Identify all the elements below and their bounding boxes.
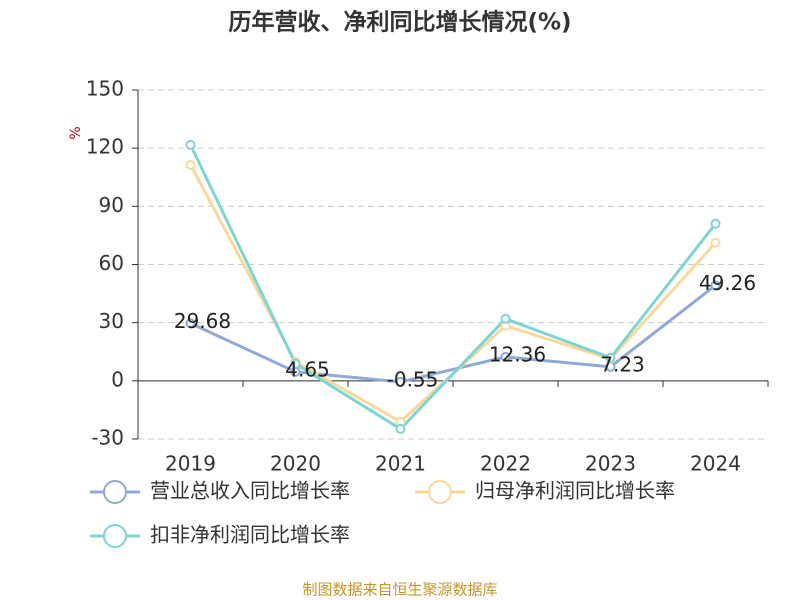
x-tick-label: 2021 bbox=[375, 452, 426, 476]
x-tick-label: 2019 bbox=[165, 452, 216, 476]
y-tick-label: 60 bbox=[99, 251, 124, 275]
data-point bbox=[185, 318, 196, 329]
legend-marker bbox=[103, 480, 127, 504]
legend-label: 归母净利润同比增长率 bbox=[475, 479, 675, 503]
y-tick-label: -30 bbox=[91, 426, 124, 450]
data-point bbox=[605, 352, 616, 363]
data-label: 4.65 bbox=[285, 357, 330, 381]
data-label: -0.55 bbox=[387, 367, 439, 391]
x-tick-label: 2023 bbox=[585, 452, 636, 476]
y-tick-label: 0 bbox=[111, 367, 124, 391]
x-tick-label: 2024 bbox=[690, 452, 741, 476]
data-point bbox=[710, 237, 721, 248]
legend-label: 营业总收入同比增长率 bbox=[150, 479, 350, 503]
legend-marker bbox=[428, 480, 452, 504]
data-point bbox=[290, 358, 301, 369]
y-tick-label: 150 bbox=[86, 77, 124, 101]
y-axis-label: % bbox=[68, 126, 84, 139]
series-line bbox=[189, 144, 717, 431]
data-point bbox=[710, 280, 721, 291]
y-tick-label: 30 bbox=[99, 309, 124, 333]
source-note: 制图数据来自恒生聚源数据库 bbox=[302, 581, 497, 599]
y-tick-label: 120 bbox=[86, 135, 124, 159]
data-point bbox=[395, 376, 406, 387]
data-point bbox=[185, 139, 196, 150]
data-label: 12.36 bbox=[489, 342, 546, 366]
data-label: 49.26 bbox=[699, 271, 756, 295]
data-point bbox=[395, 423, 406, 434]
series-line bbox=[189, 284, 717, 384]
x-tick-label: 2022 bbox=[480, 452, 531, 476]
data-point bbox=[185, 159, 196, 170]
legend-label: 扣非净利润同比增长率 bbox=[150, 523, 350, 547]
chart-title: 历年营收、净利同比增长情况(%) bbox=[228, 9, 571, 36]
data-point bbox=[710, 218, 721, 229]
x-tick-label: 2020 bbox=[270, 452, 321, 476]
y-tick-label: 90 bbox=[99, 193, 124, 217]
data-label: 29.68 bbox=[174, 309, 231, 333]
data-label: 7.23 bbox=[600, 352, 645, 376]
data-point bbox=[500, 313, 511, 324]
data-point bbox=[500, 351, 511, 362]
legend-marker bbox=[103, 524, 127, 548]
